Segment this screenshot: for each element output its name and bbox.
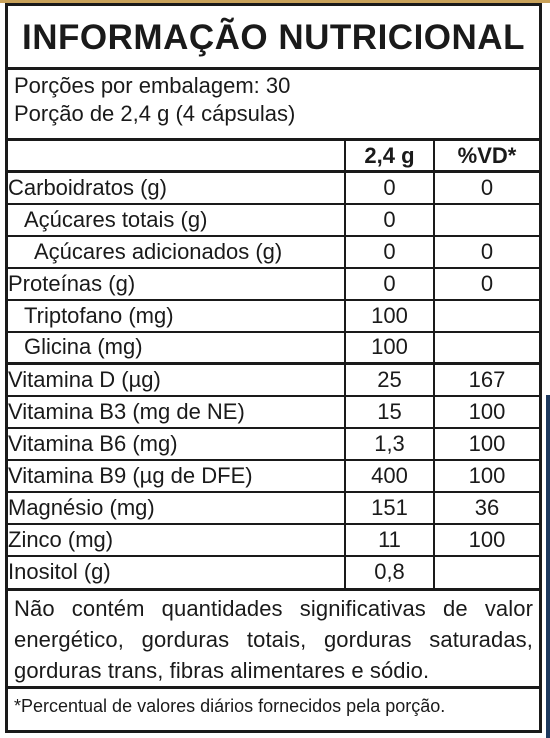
nutrient-vd: 36 [433, 490, 539, 525]
table-header-row: 2,4 g %VD* [8, 139, 539, 173]
table-row: Proteínas (g) 0 0 [8, 266, 539, 301]
header-name-cell [8, 139, 346, 173]
nutrient-name: Carboidratos (g) [8, 170, 346, 205]
table-row: Magnésio (mg) 151 36 [8, 490, 539, 525]
nutrient-vd [433, 330, 539, 365]
nutrient-table: 2,4 g %VD* Carboidratos (g) 0 0 Açúcares… [8, 138, 539, 588]
panel-title: INFORMAÇÃO NUTRICIONAL [22, 18, 525, 57]
table-row: Zinco (mg) 11 100 [8, 522, 539, 557]
table-row: Vitamina B3 (mg de NE) 15 100 [8, 394, 539, 429]
nutrient-vd: 0 [433, 234, 539, 269]
nutrient-name: Açúcares adicionados (g) [8, 234, 346, 269]
nutrient-name: Magnésio (mg) [8, 490, 346, 525]
nutrient-name: Glicina (mg) [8, 330, 346, 365]
nutrient-amount: 11 [344, 522, 435, 557]
nutrient-amount: 0 [344, 202, 435, 237]
table-row: Triptofano (mg) 100 [8, 298, 539, 333]
header-amount: 2,4 g [344, 139, 435, 173]
nutrient-amount: 0 [344, 266, 435, 301]
nutrient-vd: 0 [433, 266, 539, 301]
nutrient-vd [433, 298, 539, 333]
nutrient-name: Vitamina B9 (µg de DFE) [8, 458, 346, 493]
portion-size: Porção de 2,4 g (4 cápsulas) [14, 101, 296, 126]
table-row: Carboidratos (g) 0 0 [8, 170, 539, 205]
nutrient-amount: 400 [344, 458, 435, 493]
nutrition-note: Não contém quantidades significativas de… [8, 587, 539, 686]
nutrient-amount: 151 [344, 490, 435, 525]
nutrient-vd [433, 202, 539, 237]
table-row: Inositol (g) 0,8 [8, 554, 539, 588]
nutrient-vd: 0 [433, 170, 539, 205]
nutrient-vd [433, 554, 539, 588]
table-row: Açúcares totais (g) 0 [8, 202, 539, 237]
nutrient-vd: 100 [433, 458, 539, 493]
right-edge-stripe [546, 395, 550, 738]
nutrient-vd: 100 [433, 394, 539, 429]
nutrient-vd: 100 [433, 426, 539, 461]
nutrient-amount: 15 [344, 394, 435, 429]
nutrient-name: Vitamina D (µg) [8, 362, 346, 397]
header-vd: %VD* [433, 139, 539, 173]
servings-per-package: Porções por embalagem: 30 [14, 73, 291, 98]
nutrient-amount: 0 [344, 170, 435, 205]
nutrient-amount: 25 [344, 362, 435, 397]
nutrient-amount: 100 [344, 330, 435, 365]
table-row: Açúcares adicionados (g) 0 0 [8, 234, 539, 269]
nutrient-name: Açúcares totais (g) [8, 202, 346, 237]
nutrient-name: Vitamina B3 (mg de NE) [8, 394, 346, 429]
serving-info: Porções por embalagem: 30 Porção de 2,4 … [8, 67, 539, 138]
nutrient-amount: 0,8 [344, 554, 435, 588]
table-row: Glicina (mg) 100 [8, 330, 539, 365]
nutrient-name: Proteínas (g) [8, 266, 346, 301]
nutrient-name: Inositol (g) [8, 554, 346, 588]
nutrient-name: Vitamina B6 (mg) [8, 426, 346, 461]
top-edge-stripe [0, 0, 550, 3]
nutrient-vd: 167 [433, 362, 539, 397]
nutrition-facts-panel: INFORMAÇÃO NUTRICIONAL Porções por embal… [5, 3, 542, 733]
nutrient-name: Zinco (mg) [8, 522, 346, 557]
table-row: Vitamina D (µg) 25 167 [8, 362, 539, 397]
nutrient-amount: 1,3 [344, 426, 435, 461]
footnote: *Percentual de valores diários fornecido… [8, 685, 539, 717]
table-row: Vitamina B9 (µg de DFE) 400 100 [8, 458, 539, 493]
table-row: Vitamina B6 (mg) 1,3 100 [8, 426, 539, 461]
nutrient-amount: 0 [344, 234, 435, 269]
nutrient-vd: 100 [433, 522, 539, 557]
nutrient-name: Triptofano (mg) [8, 298, 346, 333]
nutrient-amount: 100 [344, 298, 435, 333]
